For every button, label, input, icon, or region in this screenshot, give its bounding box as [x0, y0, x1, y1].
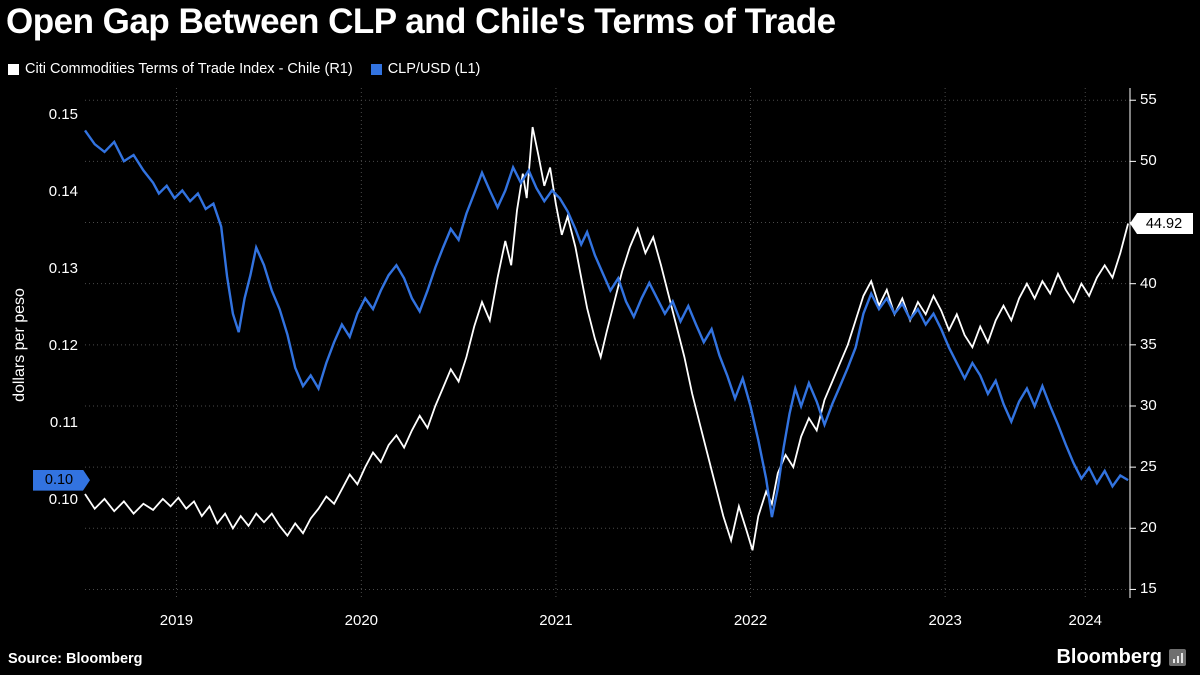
series-line-clpusd — [84, 129, 1129, 518]
legend-swatch-blue-icon — [370, 63, 382, 75]
clpusd-last-value-badge: 0.10 — [33, 470, 90, 491]
left-axis-tick-label: 0.14 — [48, 183, 78, 200]
source-note: Source: Bloomberg — [8, 651, 143, 667]
left-axis-tick-label: 0.15 — [48, 105, 78, 123]
right-axis-tick-label: 55 — [1140, 91, 1157, 109]
right-axis-line — [1129, 88, 1136, 598]
right-axis-tick-label: 30 — [1140, 396, 1157, 414]
x-axis-year-label: 2023 — [928, 612, 962, 629]
bloomberg-logo-text: Bloomberg — [1056, 646, 1162, 668]
right-axis-tick-label: 25 — [1140, 458, 1157, 476]
bloomberg-chart-icon — [1169, 649, 1186, 666]
x-axis-year-label: 2019 — [159, 612, 194, 629]
right-axis-tick-label: 50 — [1140, 152, 1157, 170]
right-axis-tick-label: 40 — [1140, 274, 1157, 292]
series-line-terms-of-trade — [84, 126, 1129, 551]
bloomberg-logo: Bloomberg — [1056, 646, 1186, 669]
right-axis-tick-label: 20 — [1140, 519, 1157, 537]
terms-of-trade-last-value-badge: 44.92 — [1130, 213, 1193, 234]
chart-legend: Citi Commodities Terms of Trade Index - … — [8, 61, 480, 77]
legend-label-clpusd: CLP/USD (L1) — [387, 61, 481, 77]
x-axis-year-label: 2024 — [1068, 612, 1102, 629]
right-axis-tick-label: 15 — [1140, 580, 1157, 598]
x-axis-year-label: 2021 — [539, 612, 573, 629]
left-axis-tick-label: 0.10 — [48, 491, 78, 509]
legend-label-terms-of-trade: Citi Commodities Terms of Trade Index - … — [25, 61, 353, 77]
page-title: Open Gap Between CLP and Chile's Terms o… — [6, 2, 836, 41]
left-axis-tick-label: 0.13 — [48, 260, 78, 278]
left-axis-tick-label: 0.11 — [49, 414, 78, 432]
legend-item-clpusd: CLP/USD (L1) — [370, 61, 481, 77]
x-axis-year-label: 2022 — [733, 612, 768, 629]
legend-swatch-white-icon — [8, 63, 19, 75]
right-axis-tick-label: 35 — [1140, 335, 1157, 353]
gridlines — [85, 88, 1130, 598]
legend-item-terms-of-trade: Citi Commodities Terms of Trade Index - … — [8, 61, 353, 77]
x-axis-year-label: 2020 — [344, 612, 379, 629]
left-axis-tick-label: 0.12 — [48, 337, 78, 355]
